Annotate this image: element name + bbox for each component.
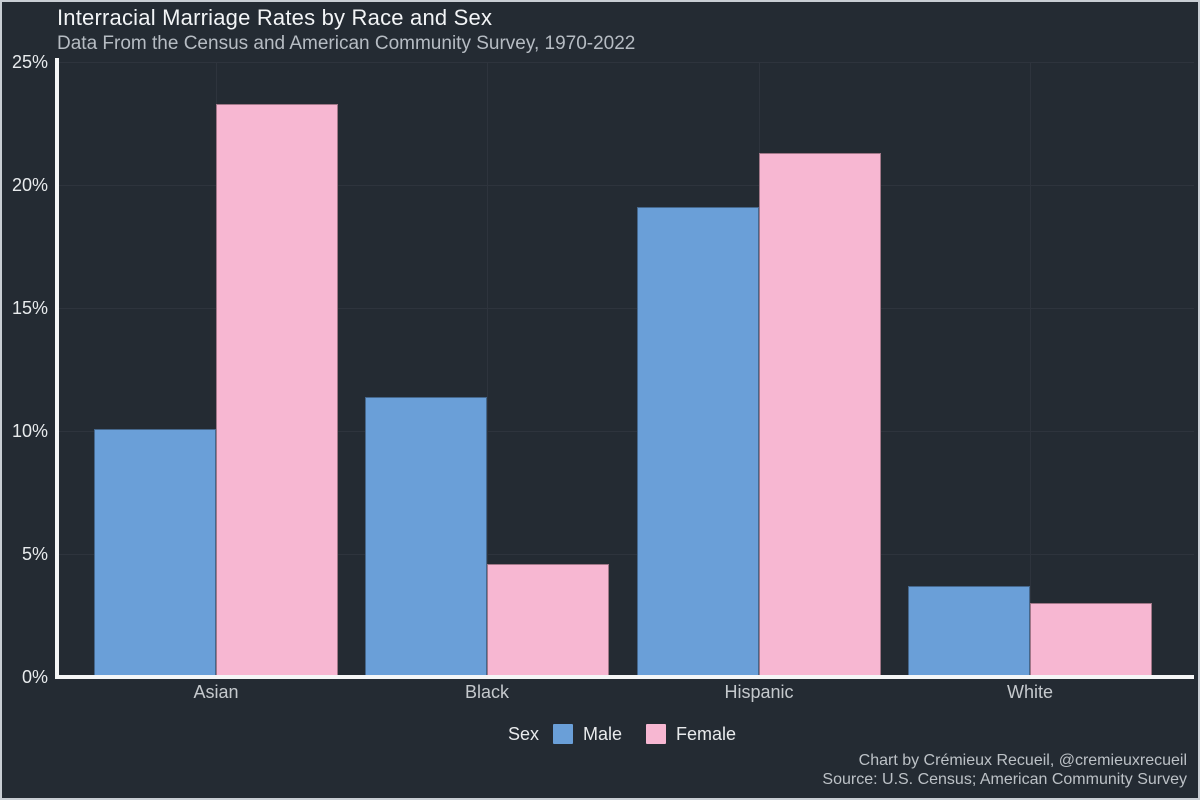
x-axis-category-label: White [1006,682,1053,702]
chart-title: Interracial Marriage Rates by Race and S… [57,5,493,30]
gridline-horizontal [55,554,1194,555]
legend: Sex Male Female [22,722,1200,746]
x-axis-category-label: Hispanic [724,682,794,702]
legend-title: Sex [507,723,539,744]
bar-hispanic-male [637,207,759,678]
x-axis-line [55,675,1194,679]
chart-subtitle: Data From the Census and American Commun… [57,33,636,54]
bar-asian-male [94,429,216,678]
y-axis-tick-label: 5% [21,544,48,564]
y-axis-line [55,58,59,679]
bar-asian-female [216,104,338,678]
bar-black-female [487,564,609,678]
gridline-horizontal [55,62,1194,63]
gridline-horizontal [55,431,1194,432]
legend-swatch-male-icon [552,724,573,744]
y-axis-tick-label: 25% [11,52,48,72]
y-axis-tick-label: 20% [11,175,48,195]
legend-item-label: Female [676,723,737,744]
legend-item-female: Female [646,724,736,745]
gridline-vertical [1030,62,1031,677]
footer-source: Source: U.S. Census; American Community … [822,771,1187,788]
footer-credit: Chart by Crémieux Recueil, @cremieuxrecu… [858,752,1187,769]
footer: Chart by Crémieux Recueil, @cremieuxrecu… [587,751,1187,789]
gridline-vertical [487,62,488,677]
bar-white-female [1030,603,1152,678]
gridline-horizontal [55,185,1194,186]
gridline-horizontal [55,308,1194,309]
bar-white-male [908,586,1030,678]
legend-swatch-female-icon [646,724,666,744]
legend-item-male: Male [552,723,622,745]
legend-item-label: Male [582,723,622,744]
y-axis-tick-label: 0% [21,667,48,687]
bar-hispanic-female [759,153,881,678]
y-axis-tick-label: 10% [11,421,48,441]
y-axis-tick-label: 15% [11,298,48,318]
bar-black-male [365,397,487,678]
x-axis-category-label: Black [464,682,509,702]
x-axis-category-label: Asian [193,682,239,702]
